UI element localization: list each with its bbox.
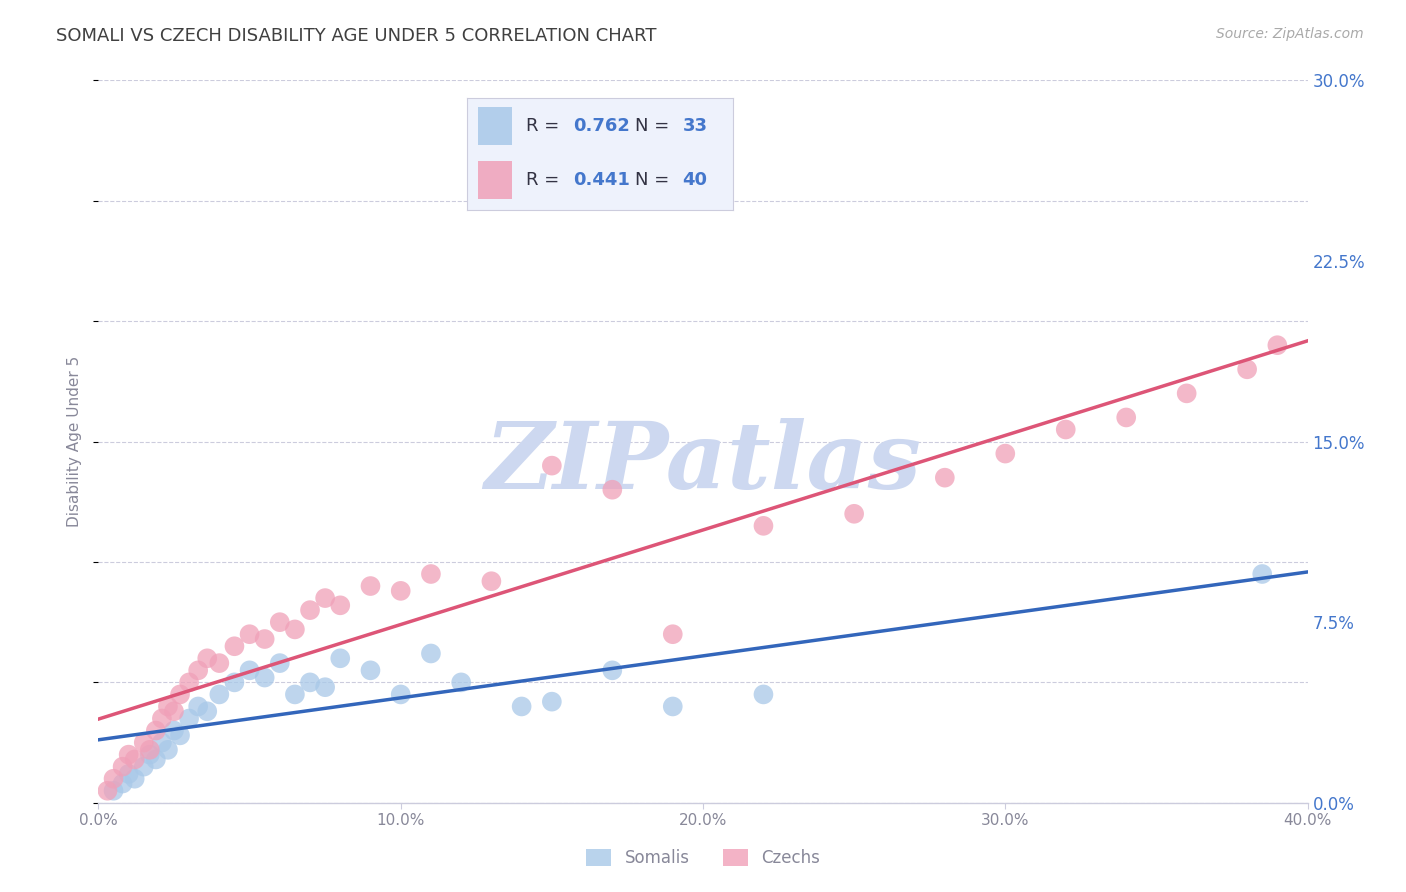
Point [934,471,956,485]
Point [1267,338,1289,352]
Point [179,675,201,690]
Point [224,675,246,690]
Point [329,651,352,665]
Point [150,735,173,749]
Point [139,743,162,757]
Point [195,651,218,665]
Point [661,699,683,714]
Point [269,656,291,670]
Point [224,639,246,653]
Point [389,583,412,598]
Point [187,664,209,678]
Point [118,767,141,781]
Point [195,704,218,718]
Point [994,446,1017,460]
Point [314,591,336,606]
Point [132,735,155,749]
Point [299,675,322,690]
Point [1251,567,1274,582]
Point [602,483,624,497]
Point [360,664,382,678]
Point [299,603,322,617]
Point [163,723,186,738]
Point [179,712,201,726]
Point [752,687,775,701]
Text: Source: ZipAtlas.com: Source: ZipAtlas.com [1216,27,1364,41]
Point [145,752,167,766]
Text: ZIPatlas: ZIPatlas [485,418,921,508]
Point [156,699,179,714]
Point [156,743,179,757]
Point [481,574,503,589]
Point [510,699,533,714]
Point [169,728,191,742]
Point [420,647,443,661]
Point [284,687,307,701]
Point [450,675,472,690]
Point [1175,386,1198,401]
Point [239,627,262,641]
Point [1115,410,1137,425]
Point [169,687,191,701]
Y-axis label: Disability Age Under 5: Disability Age Under 5 [67,356,83,527]
Point [103,784,125,798]
Point [163,704,186,718]
Point [124,772,146,786]
Point [118,747,141,762]
Point [111,760,134,774]
Point [602,664,624,678]
Point [111,776,134,790]
Point [150,712,173,726]
Point [208,656,231,670]
Text: SOMALI VS CZECH DISABILITY AGE UNDER 5 CORRELATION CHART: SOMALI VS CZECH DISABILITY AGE UNDER 5 C… [56,27,657,45]
Point [253,632,276,646]
Point [540,458,562,473]
Point [540,695,562,709]
Point [132,760,155,774]
Point [284,623,307,637]
Point [96,784,118,798]
Point [360,579,382,593]
Point [253,671,276,685]
Point [269,615,291,630]
Legend: Somalis, Czechs: Somalis, Czechs [586,848,820,867]
Point [314,680,336,694]
Point [208,687,231,701]
Point [124,752,146,766]
Point [239,664,262,678]
Point [844,507,866,521]
Point [103,772,125,786]
Point [1236,362,1258,376]
Point [752,519,775,533]
Point [661,627,683,641]
Point [145,723,167,738]
Point [420,567,443,582]
Point [139,747,162,762]
Point [329,599,352,613]
Point [389,687,412,701]
Point [187,699,209,714]
Point [1054,423,1077,437]
